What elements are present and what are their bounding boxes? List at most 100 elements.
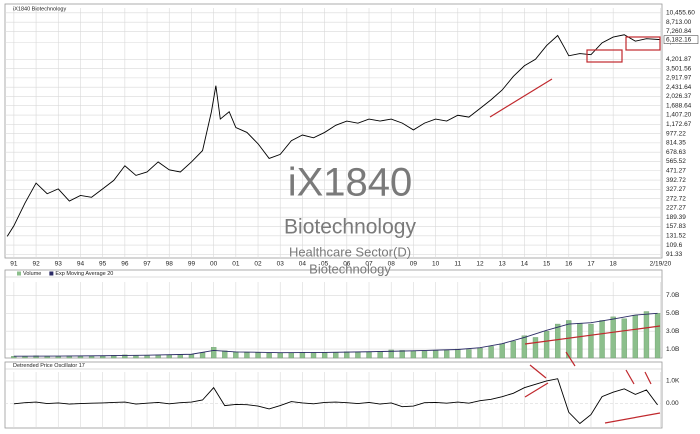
x-tick-label: 98	[166, 261, 174, 268]
volume-bar	[543, 331, 550, 359]
x-tick-label: 00	[210, 261, 218, 268]
volume-bar	[288, 352, 294, 359]
x-tick-label: 18	[610, 261, 618, 268]
volume-bar	[188, 354, 195, 359]
volume-bar	[399, 350, 405, 359]
trend-line	[604, 412, 661, 424]
y-tick-label: 2,917.97	[666, 75, 692, 82]
value-label: 6,182.16	[666, 36, 692, 43]
volume-bar	[610, 316, 616, 359]
volume-bar	[299, 352, 306, 359]
y-tick-label: 1.0K	[666, 378, 680, 385]
panel-frame	[4, 3, 663, 259]
y-tick-label: 131.52	[666, 232, 686, 239]
y-tick-label: 3,501.56	[666, 65, 692, 72]
plot-layer: 91.33 109.6 131.52 157.83 189.39 227.27 272.72…	[4, 3, 699, 429]
arrow	[644, 371, 652, 385]
x-tick-label: 08	[388, 261, 396, 268]
watermark: iX1840 Biotechnology Healthcare Sector(D…	[284, 161, 416, 277]
legend-label: Exp Moving Average 20	[55, 271, 113, 277]
y-tick-label: 0.00	[666, 400, 679, 407]
x-tick-label: 06	[343, 261, 351, 268]
volume-bar	[122, 354, 128, 359]
x-tick-label: 10	[432, 261, 440, 268]
volume-bar	[632, 314, 639, 359]
y-tick-label: 4,201.87	[666, 56, 692, 63]
y-tick-label: 392.72	[666, 177, 686, 184]
volume-bar	[277, 352, 283, 359]
x-tick-label: 93	[55, 261, 63, 268]
y-tick-label: 1,407.20	[666, 112, 692, 119]
x-tick-label: 97	[143, 261, 151, 268]
y-tick-label: 2,431.64	[666, 84, 692, 91]
x-tick-label: 91	[10, 261, 18, 268]
y-tick-label: 7.0B	[666, 292, 679, 299]
y-tick-label: 10,455.60	[666, 10, 695, 17]
y-tick-label: 2,026.37	[666, 93, 692, 100]
line-series	[13, 378, 658, 425]
volume-bar	[510, 340, 516, 359]
y-tick-label: 7,260.84	[666, 28, 692, 35]
x-tick-label: 94	[77, 261, 85, 268]
watermark-symbol: iX1840	[288, 161, 413, 205]
y-tick-label: 91.33	[666, 251, 683, 258]
y-tick-label: 977.22	[666, 130, 686, 137]
arrow	[625, 369, 635, 385]
x-tick-label: 14	[521, 261, 529, 268]
arrow	[529, 364, 547, 379]
x-tick-label: 04	[299, 261, 307, 268]
line-series	[6, 34, 661, 237]
volume-bar	[599, 320, 605, 359]
x-tick-label: 95	[99, 261, 107, 268]
y-tick-label: 272.72	[666, 195, 686, 202]
legend-swatch	[49, 271, 54, 276]
legend-swatch	[17, 271, 21, 276]
volume-bar	[643, 311, 650, 359]
volume-bar	[333, 352, 339, 359]
highlight-box	[586, 49, 623, 63]
volume-bar	[366, 351, 372, 359]
volume-bar	[532, 337, 539, 359]
y-tick-label: 227.27	[666, 205, 686, 212]
volume-bar	[355, 352, 361, 359]
x-tick-label: 07	[365, 261, 373, 268]
volume-bar	[555, 323, 561, 359]
volume-bar	[222, 350, 228, 359]
y-tick-label: 1,172.67	[666, 121, 692, 128]
volume-bar	[488, 346, 494, 359]
y-tick-label: 814.35	[666, 140, 686, 147]
x-tick-label: 17	[587, 261, 595, 268]
volume-bar	[210, 347, 217, 359]
volume-bar	[88, 356, 95, 359]
panel-frame	[4, 269, 663, 359]
value-label-box	[663, 35, 699, 44]
panel-title: Detrended Price Oscillator 17	[13, 363, 85, 369]
x-tick-label: 13	[499, 261, 507, 268]
y-tick-label: 189.39	[666, 214, 686, 221]
volume-bar	[621, 318, 627, 359]
arrow	[565, 351, 576, 367]
x-tick-label: 02	[254, 261, 262, 268]
y-tick-label: 157.83	[666, 223, 686, 230]
volume-bar	[521, 335, 528, 359]
volume-bar	[577, 322, 583, 359]
volume-bar	[566, 320, 572, 359]
y-tick-label: 565.52	[666, 158, 686, 165]
watermark-name: Biotechnology	[284, 216, 416, 239]
y-tick-label: 8,713.00	[666, 19, 692, 26]
x-tick-label: 01	[232, 261, 240, 268]
y-tick-label: 3.0B	[666, 328, 679, 335]
x-tick-label: 2/19/20	[650, 261, 672, 268]
y-tick-label: 471.27	[666, 167, 686, 174]
volume-bar	[177, 354, 183, 359]
volume-bar	[255, 352, 261, 359]
volume-bar	[11, 356, 17, 359]
volume-bar	[344, 351, 350, 359]
line-series	[13, 312, 658, 357]
volume-bar	[233, 351, 239, 359]
panel-frame	[4, 361, 663, 429]
volume-bar	[466, 349, 472, 359]
volume-bar	[588, 323, 594, 359]
x-tick-label: 96	[121, 261, 129, 268]
